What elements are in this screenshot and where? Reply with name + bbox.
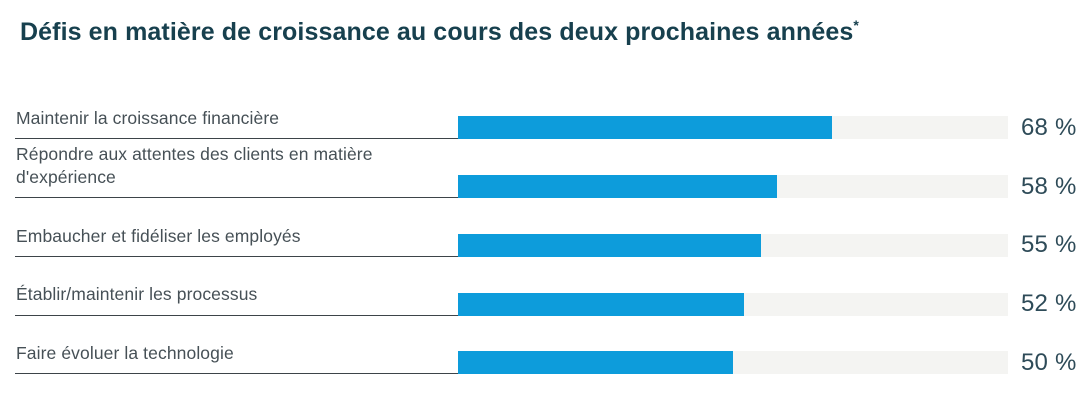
chart-title-text: Défis en matière de croissance au cours … xyxy=(20,18,854,46)
bar-row: Répondre aux attentes des clients en mat… xyxy=(15,139,1088,198)
bar-fill xyxy=(458,175,777,198)
value-label: 55 % xyxy=(1021,231,1077,259)
chart-title: Défis en matière de croissance au cours … xyxy=(20,16,1068,49)
category-label: Embaucher et fidéliser les employés xyxy=(15,225,458,257)
value-label: 52 % xyxy=(1021,290,1077,317)
bar-track xyxy=(458,116,1008,140)
bar-row: Faire évoluer la technologie 50 % xyxy=(15,316,1088,375)
value-label: 68 % xyxy=(1021,113,1077,141)
bar-fill xyxy=(458,233,761,257)
bar-row: Maintenir la croissance financière 68 % xyxy=(15,81,1088,140)
value-label: 58 % xyxy=(1021,172,1077,200)
category-label: Établir/maintenir les processus xyxy=(15,283,458,316)
bar-track xyxy=(458,233,1008,257)
category-label: Faire évoluer la technologie xyxy=(15,342,458,375)
bar-rows: Maintenir la croissance financière 68 % … xyxy=(15,81,1088,375)
bar-fill xyxy=(458,116,832,140)
footnote-asterisk: * xyxy=(853,17,859,33)
bar-fill xyxy=(458,292,744,316)
value-label: 50 % xyxy=(1021,348,1077,376)
bar-row: Établir/maintenir les processus 52 % xyxy=(15,257,1088,316)
bar-fill xyxy=(458,351,733,375)
bar-track xyxy=(458,175,1008,198)
bar-track xyxy=(458,292,1008,316)
bar-row: Embaucher et fidéliser les employés 55 % xyxy=(15,198,1088,257)
category-label: Répondre aux attentes des clients en mat… xyxy=(15,143,458,198)
bar-track xyxy=(458,351,1008,375)
category-label: Maintenir la croissance financière xyxy=(15,107,458,140)
